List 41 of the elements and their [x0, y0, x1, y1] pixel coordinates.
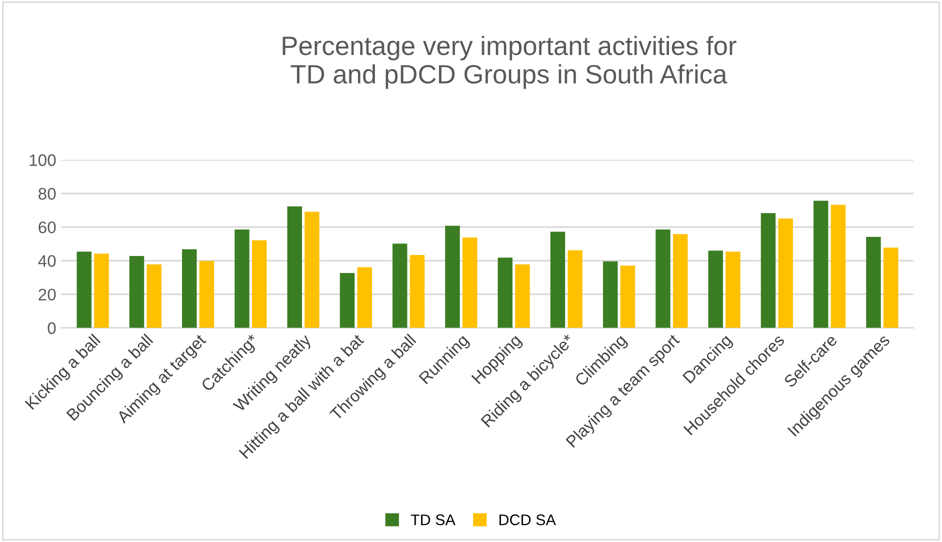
- bar: [602, 261, 618, 328]
- bar: [129, 256, 144, 328]
- bar: [760, 213, 776, 328]
- bar: [498, 258, 512, 328]
- bar: [550, 232, 566, 328]
- bar: [252, 240, 267, 328]
- bar: [568, 250, 582, 328]
- bar: [357, 267, 372, 328]
- chart-title: Percentage very important activities for TD and pDCD Groups in South Africa: [282, 36, 736, 89]
- bar: [287, 206, 302, 328]
- bar: [866, 236, 881, 328]
- bar: [462, 238, 478, 328]
- bar: [726, 252, 740, 328]
- bar: [410, 254, 425, 328]
- bar: [813, 200, 828, 328]
- bar: [656, 229, 670, 328]
- bar: [304, 212, 320, 328]
- bar: [620, 266, 636, 328]
- bar: [199, 261, 214, 328]
- bar: [778, 218, 793, 328]
- y-tick-label: 40: [38, 255, 56, 267]
- y-tick-label: 60: [38, 222, 56, 234]
- bar: [146, 264, 162, 328]
- y-tick-label: 80: [38, 188, 56, 200]
- bar: [672, 234, 688, 328]
- y-tick-label: 20: [38, 288, 56, 301]
- bar: [830, 204, 846, 328]
- bar: [392, 244, 408, 328]
- y-tick-label: 0: [48, 322, 56, 334]
- bar: [94, 254, 109, 328]
- bar: [445, 226, 460, 328]
- bar: [234, 229, 250, 328]
- bar: [340, 272, 355, 328]
- bar: [515, 264, 530, 328]
- legend-label: DCD SA: [499, 514, 556, 526]
- legend-label: TD SA: [410, 514, 456, 526]
- bar: [182, 249, 197, 328]
- bar: [708, 250, 723, 328]
- bar: [76, 252, 92, 328]
- bar: [883, 248, 898, 328]
- y-tick-label: 100: [30, 154, 56, 166]
